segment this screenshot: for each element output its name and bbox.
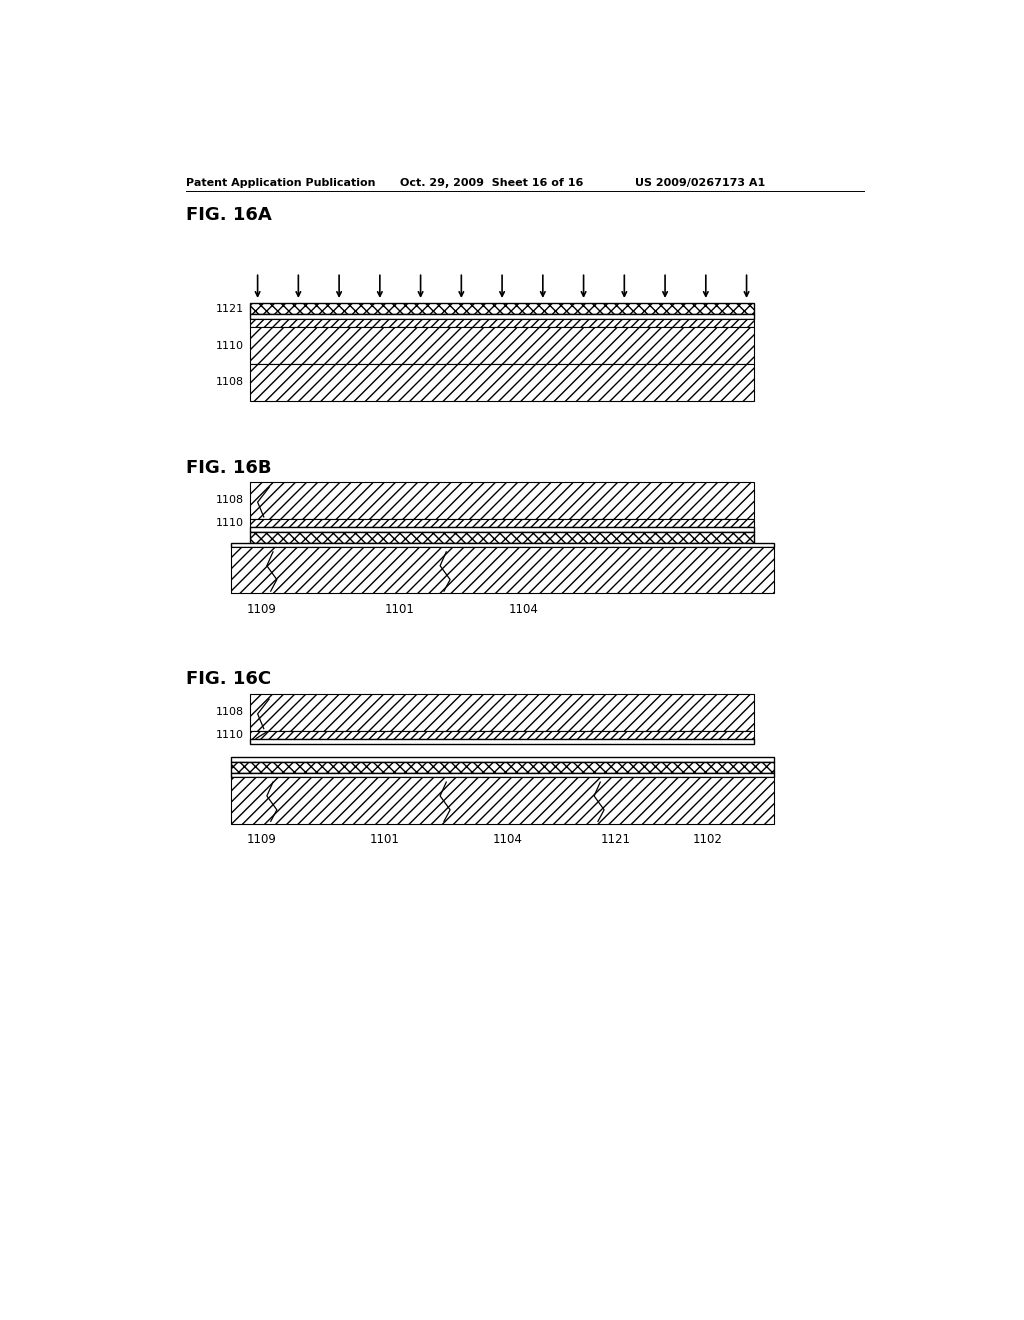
Text: 1121: 1121 [216, 304, 244, 314]
Text: 1104: 1104 [493, 833, 523, 846]
Text: US 2009/0267173 A1: US 2009/0267173 A1 [635, 178, 765, 187]
Bar [250, 364, 755, 401]
Bar [230, 548, 773, 594]
Text: 1101: 1101 [385, 603, 415, 615]
Bar [250, 532, 755, 543]
Text: 1108: 1108 [216, 495, 244, 506]
Bar [230, 758, 773, 762]
Bar [230, 543, 773, 548]
Bar [250, 327, 755, 364]
Bar [230, 762, 773, 774]
Text: 1104: 1104 [508, 603, 539, 615]
Bar [230, 777, 773, 824]
Text: Oct. 29, 2009  Sheet 16 of 16: Oct. 29, 2009 Sheet 16 of 16 [400, 178, 584, 187]
Bar [230, 774, 773, 777]
Text: 1109: 1109 [247, 833, 276, 846]
Text: 1101: 1101 [370, 833, 399, 846]
Text: 1108: 1108 [216, 378, 244, 388]
Text: Patent Application Publication: Patent Application Publication [186, 178, 376, 187]
Bar [250, 314, 755, 318]
Bar [250, 304, 755, 314]
Bar [250, 693, 755, 730]
Bar [250, 730, 755, 739]
Text: 1110: 1110 [216, 517, 244, 528]
Bar [250, 527, 755, 532]
Text: 1110: 1110 [216, 730, 244, 739]
Text: FIG. 16C: FIG. 16C [186, 671, 271, 689]
Text: FIG. 16A: FIG. 16A [186, 206, 271, 224]
Bar [250, 318, 755, 327]
Text: 1110: 1110 [216, 341, 244, 351]
Text: FIG. 16B: FIG. 16B [186, 459, 271, 477]
Text: 1102: 1102 [693, 833, 723, 846]
Bar [250, 739, 755, 743]
Text: 1109: 1109 [247, 603, 276, 615]
Text: 1121: 1121 [601, 833, 631, 846]
Bar [250, 482, 755, 519]
Text: 1108: 1108 [216, 708, 244, 717]
Bar [250, 519, 755, 527]
